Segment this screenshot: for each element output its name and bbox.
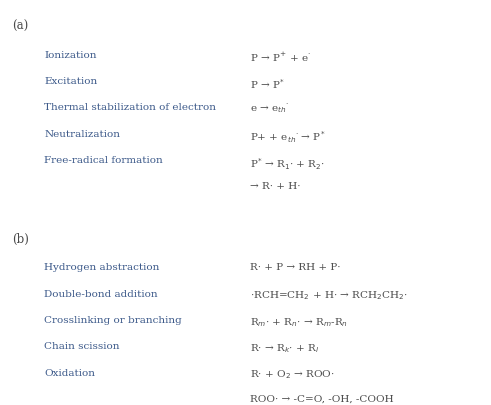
Text: P+ + e$_{th}$$^{·}$ → P$^{*}$: P+ + e$_{th}$$^{·}$ → P$^{*}$ (250, 130, 326, 145)
Text: Excitation: Excitation (44, 77, 97, 86)
Text: R· → R$_{k}$· + R$_{l}$: R· → R$_{k}$· + R$_{l}$ (250, 342, 320, 355)
Text: P → P$^{+}$ + e$^{·}$: P → P$^{+}$ + e$^{·}$ (250, 51, 311, 64)
Text: Oxidation: Oxidation (44, 369, 95, 377)
Text: Crosslinking or branching: Crosslinking or branching (44, 316, 182, 325)
Text: (a): (a) (12, 20, 28, 33)
Text: Free-radical formation: Free-radical formation (44, 156, 163, 165)
Text: R· + P → RH + P·: R· + P → RH + P· (250, 263, 341, 272)
Text: Double-bond addition: Double-bond addition (44, 290, 158, 298)
Text: ROO· → -C=O, -OH, -COOH: ROO· → -C=O, -OH, -COOH (250, 395, 394, 404)
Text: Neutralization: Neutralization (44, 130, 120, 139)
Text: Hydrogen abstraction: Hydrogen abstraction (44, 263, 160, 272)
Text: e → e$_{th}$$^{·}$: e → e$_{th}$$^{·}$ (250, 103, 290, 116)
Text: R$_{m}$· + R$_{n}$· → R$_{m}$-R$_{n}$: R$_{m}$· + R$_{n}$· → R$_{m}$-R$_{n}$ (250, 316, 349, 329)
Text: Chain scission: Chain scission (44, 342, 120, 351)
Text: Thermal stabilization of electron: Thermal stabilization of electron (44, 103, 216, 112)
Text: (b): (b) (12, 233, 29, 246)
Text: R· + O$_{2}$ → ROO·: R· + O$_{2}$ → ROO· (250, 369, 335, 382)
Text: P$^{*}$ → R$_{1}$· + R$_{2}$·: P$^{*}$ → R$_{1}$· + R$_{2}$· (250, 156, 326, 172)
Text: Ionization: Ionization (44, 51, 97, 60)
Text: P → P$^{*}$: P → P$^{*}$ (250, 77, 285, 91)
Text: ·RCH=CH$_{2}$ + H· → RCH$_{2}$CH$_{2}$·: ·RCH=CH$_{2}$ + H· → RCH$_{2}$CH$_{2}$· (250, 290, 409, 303)
Text: → R· + H·: → R· + H· (250, 182, 301, 191)
